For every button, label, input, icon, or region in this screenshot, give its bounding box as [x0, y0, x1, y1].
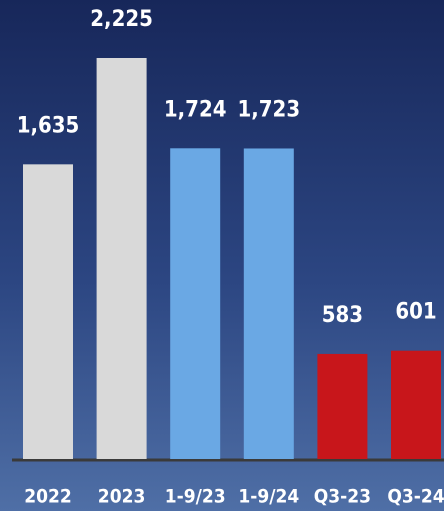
bar — [243, 148, 294, 459]
x-tick-label: 2022 — [24, 486, 72, 508]
x-tick-label: Q3-24 — [387, 486, 444, 508]
value-label: 601 — [395, 300, 436, 325]
value-label: 1,723 — [237, 97, 300, 122]
x-tick-label: 1-9/24 — [238, 486, 299, 508]
bar — [170, 148, 221, 459]
bar — [317, 353, 368, 459]
bar — [391, 350, 441, 459]
bar — [23, 164, 73, 459]
x-tick-label: Q3-23 — [314, 486, 371, 508]
value-label: 1,724 — [164, 97, 227, 122]
value-label: 583 — [322, 303, 363, 328]
value-label: 2,225 — [90, 7, 153, 32]
bar — [96, 58, 147, 459]
x-tick-label: 2023 — [98, 486, 146, 508]
x-tick-label: 1-9/23 — [165, 486, 226, 508]
value-label: 1,635 — [17, 113, 80, 138]
